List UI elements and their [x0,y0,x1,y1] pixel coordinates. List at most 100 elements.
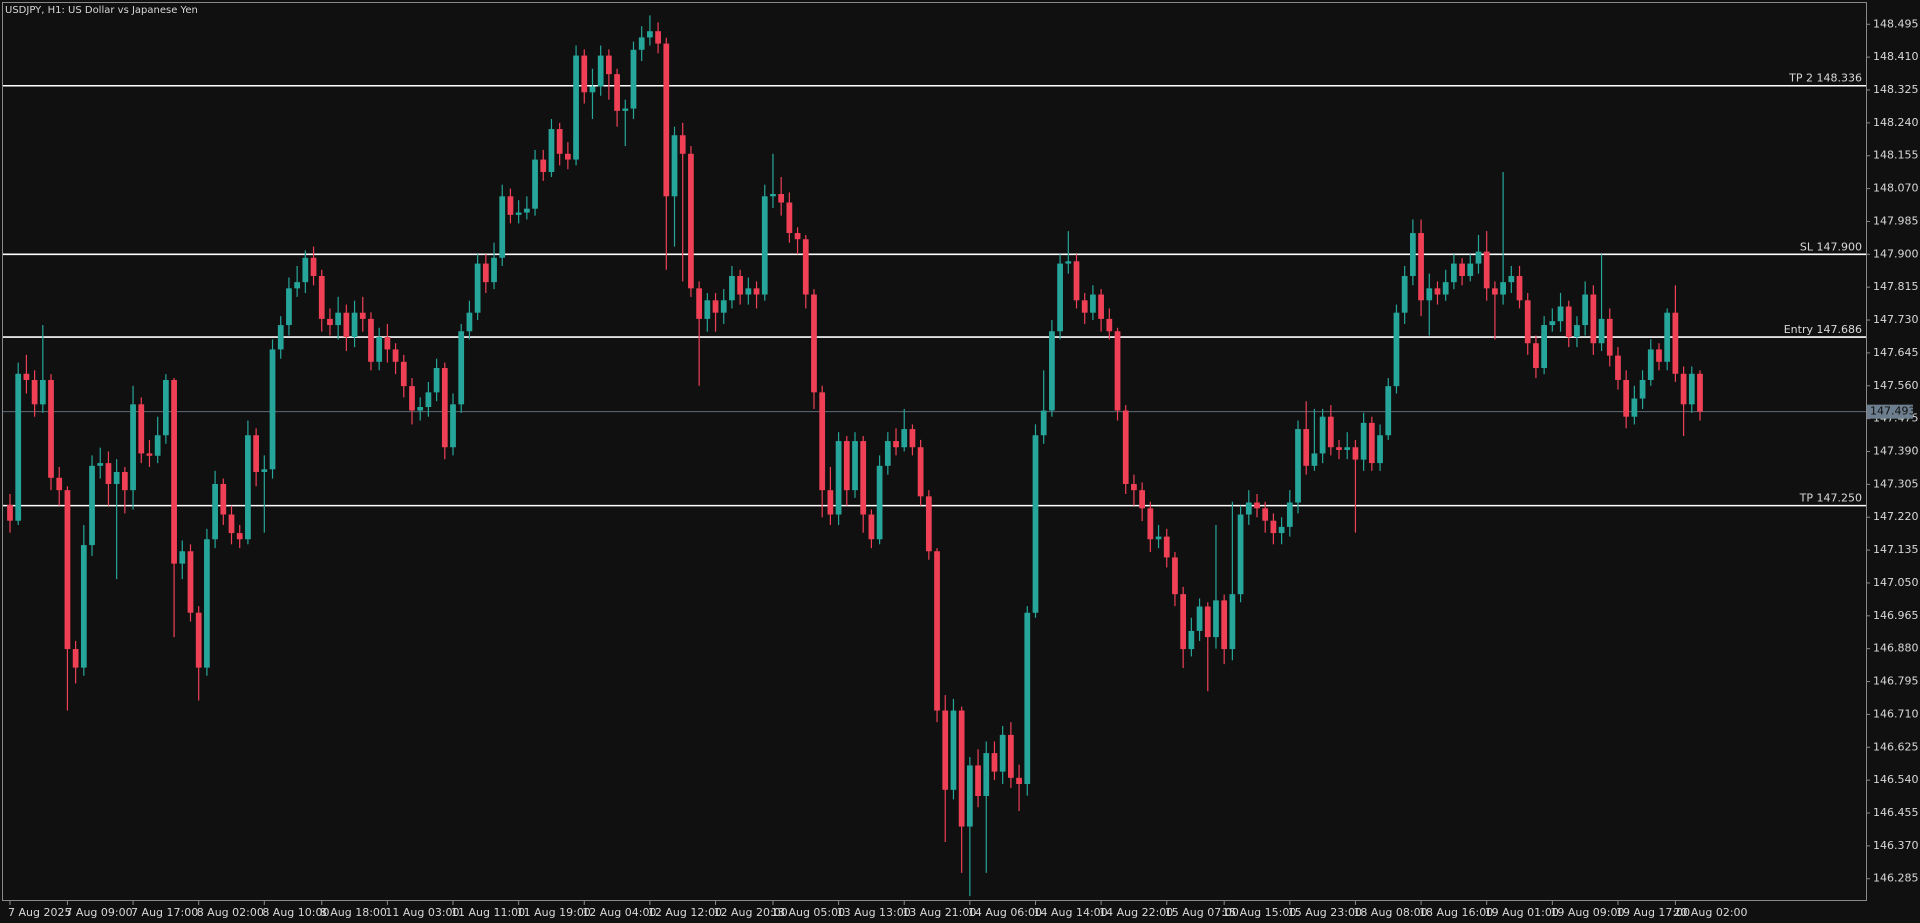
candle-body [581,55,588,93]
candle-body [195,612,202,668]
candle-body [1533,343,1539,368]
candle-body [868,514,875,540]
candle-body [778,193,785,203]
chart-title: USDJPY, H1: US Dollar vs Japanese Yen [5,5,198,16]
candle-body [302,257,309,283]
x-tick-label: 12 Aug 04:00 [582,906,656,919]
y-tick-label: 146.880 [1873,642,1919,655]
candle-body [23,373,30,380]
candle-body [1319,416,1326,454]
candle-body [1434,288,1441,295]
candle-body [236,533,243,540]
candle-body [630,49,637,109]
candle-body [368,318,374,362]
candle-body [729,275,735,301]
candle-body [827,490,834,515]
candle-body [482,263,489,283]
y-tick-label: 147.390 [1873,445,1919,458]
candle-body [474,263,481,313]
candle-body [532,159,538,209]
candle-body [720,300,727,313]
candle-body [351,312,358,338]
candle-body [589,86,596,93]
candle-body [1213,600,1219,638]
candle-body [1040,410,1047,436]
x-tick-label: 19 Aug 01:00 [1485,906,1559,919]
candle-body [950,710,957,790]
candle-body [1352,447,1359,460]
candle-body [1590,294,1597,344]
x-tick-label: 12 Aug 20:00 [714,906,788,919]
candle-body [1524,300,1531,344]
x-tick-label: 7 Aug 09:00 [65,906,132,919]
candle-body [1024,612,1031,785]
x-tick-label: 18 Aug 16:00 [1419,906,1493,919]
y-tick-label: 146.965 [1873,609,1919,622]
candle-body [89,465,95,546]
candle-body [876,465,883,540]
y-tick-label: 147.220 [1873,510,1919,523]
candle-body [1147,508,1154,540]
candle-body [335,312,342,326]
candle-body [1631,398,1638,417]
candle-body [433,367,440,393]
candle-body [31,379,38,405]
candle-body [811,294,817,393]
candle-body [794,233,801,240]
x-tick-label: 14 Aug 06:00 [968,906,1042,919]
candle-body [277,325,284,350]
candle-body [901,429,908,448]
candle-body [228,514,235,534]
candle-body [48,379,54,478]
candle-body [1615,355,1621,380]
candle-body [39,379,46,405]
candle-body [1492,288,1498,295]
candle-body [1647,349,1654,380]
x-tick-label: 12 Aug 12:00 [648,906,722,919]
candle-body [614,74,620,111]
current-price-label: 147.493 [1870,405,1916,418]
candle-body [745,288,752,295]
candle-body [310,257,317,276]
candle-body [1311,453,1318,466]
candle-body [179,551,186,564]
candle-body [1409,233,1416,276]
candle-body [1221,600,1228,650]
candle-body [1516,275,1523,301]
candle-body [843,441,850,491]
y-tick-label: 147.560 [1873,379,1919,392]
candle-body [655,31,661,44]
candle-body [860,441,867,515]
x-tick-label: 7 Aug 17:00 [131,906,198,919]
candle-body [597,55,604,87]
candle-body [819,392,826,491]
candle-body [1090,294,1096,313]
candle-body [7,504,13,521]
candle-body [761,196,768,295]
candle-body [171,379,177,564]
candle-body [163,379,169,436]
candle-body [564,153,571,160]
y-tick-label: 146.285 [1873,872,1919,885]
candle-body [507,196,514,215]
candle-body [1073,261,1080,301]
candle-body [1680,373,1687,405]
x-tick-label: 13 Aug 21:00 [902,906,976,919]
candle-body [1172,557,1178,595]
candle-body [909,429,916,448]
candle-body [688,153,694,289]
candle-body [286,288,292,326]
candle-body [1016,777,1022,785]
candle-body [737,275,744,295]
candle-body [1245,502,1252,515]
candle-body [1163,536,1170,558]
x-tick-label: 18 Aug 08:00 [1353,906,1427,919]
candle-body [1270,520,1277,534]
candle-body [425,392,432,408]
candle-body [154,435,161,456]
candle-body [1286,502,1293,527]
candle-body [1360,422,1367,460]
candle-body [466,312,473,332]
candle-body [1483,251,1490,289]
